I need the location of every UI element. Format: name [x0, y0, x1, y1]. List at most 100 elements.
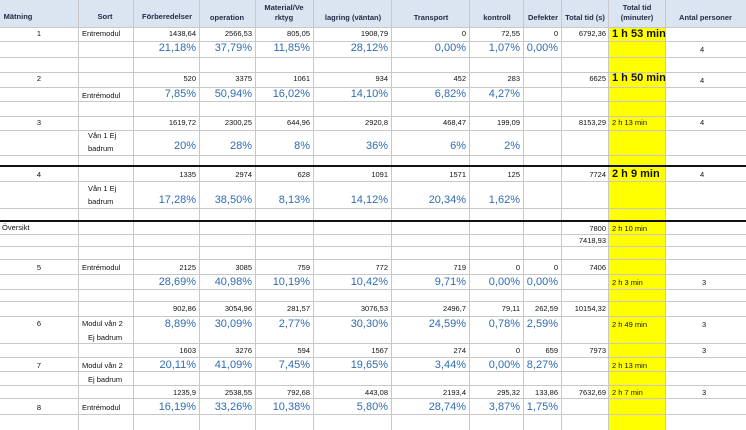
- oversikt-tot2[interactable]: 7418,93: [578, 236, 606, 245]
- row4-sort-2[interactable]: badrum: [88, 197, 114, 206]
- header-sort[interactable]: Sort: [80, 13, 130, 21]
- row2-p-lag[interactable]: 14,10%: [350, 88, 388, 100]
- row1-tot[interactable]: 6792,36: [578, 29, 606, 38]
- header-transport[interactable]: Transport: [392, 14, 470, 22]
- row6-p-trans[interactable]: 24,59%: [428, 318, 466, 330]
- row8-antal[interactable]: 3: [702, 388, 707, 397]
- row6-sort-2[interactable]: Ej badrum: [88, 333, 123, 342]
- row1-oper[interactable]: 2566,53: [224, 29, 252, 38]
- row6-p-forb[interactable]: 8,89%: [164, 318, 196, 330]
- row6-forb[interactable]: 902,86: [173, 304, 196, 313]
- header-kontroll[interactable]: kontroll: [470, 14, 524, 22]
- row5-p-forb[interactable]: 28,69%: [158, 276, 196, 288]
- row5-oper[interactable]: 3085: [235, 263, 252, 272]
- row7-p-mat[interactable]: 7,45%: [278, 359, 310, 371]
- row8-lag[interactable]: 443,08: [365, 388, 388, 397]
- row8-mat[interactable]: 792,68: [287, 388, 310, 397]
- row8-oper[interactable]: 2538,55: [224, 388, 252, 397]
- row7-sort-1[interactable]: Modul vån 2: [82, 361, 123, 370]
- row2-oper[interactable]: 3375: [235, 74, 252, 83]
- row2-forb[interactable]: 520: [183, 74, 196, 83]
- row4-trans[interactable]: 1571: [449, 170, 466, 179]
- row7-forb[interactable]: 1603: [179, 346, 196, 355]
- oversikt-min[interactable]: 2 h 10 min: [612, 224, 648, 233]
- row5-trans[interactable]: 719: [453, 263, 466, 272]
- row6-min[interactable]: 2 h 49 min: [612, 320, 648, 329]
- row1-antal[interactable]: 4: [700, 45, 705, 54]
- row1-id[interactable]: 1: [36, 29, 42, 38]
- row3-antal[interactable]: 4: [700, 118, 705, 127]
- row2-id[interactable]: 2: [36, 74, 42, 83]
- row2-p-kontr[interactable]: 4,27%: [488, 88, 520, 100]
- row5-p-oper[interactable]: 40,98%: [214, 276, 252, 288]
- row7-sort-2[interactable]: Ej badrum: [88, 375, 123, 384]
- row1-kontr[interactable]: 72,55: [501, 29, 520, 38]
- row1-p-def[interactable]: 0,00%: [526, 42, 558, 54]
- header-matning[interactable]: Mätning: [0, 13, 36, 21]
- row1-p-forb[interactable]: 21,18%: [158, 42, 196, 54]
- row4-p-mat[interactable]: 8,13%: [278, 194, 310, 206]
- row4-p-forb[interactable]: 17,28%: [158, 194, 196, 206]
- row1-p-lag[interactable]: 28,12%: [350, 42, 388, 54]
- row7-p-kontr[interactable]: 0,00%: [488, 359, 520, 371]
- row7-p-forb[interactable]: 20,11%: [159, 359, 197, 371]
- row4-forb[interactable]: 1335: [179, 170, 196, 179]
- row2-sort[interactable]: Entrémodul: [82, 91, 121, 100]
- row4-p-kontr[interactable]: 1,62%: [488, 194, 520, 206]
- row3-p-lag[interactable]: 36%: [365, 140, 388, 152]
- row7-p-oper[interactable]: 41,09%: [214, 359, 252, 371]
- row6-tot[interactable]: 10154,32: [574, 304, 606, 313]
- row3-lag[interactable]: 2920,8: [365, 118, 388, 127]
- row7-def[interactable]: 659: [545, 346, 558, 355]
- row2-lag[interactable]: 934: [375, 74, 388, 83]
- row3-p-kontr[interactable]: 2%: [504, 140, 520, 152]
- row7-kontr[interactable]: 0: [515, 346, 520, 355]
- row6-p-lag[interactable]: 30,30%: [350, 318, 388, 330]
- row8-trans[interactable]: 2193,4: [443, 388, 466, 397]
- row3-p-oper[interactable]: 28%: [229, 140, 252, 152]
- row5-def[interactable]: 0: [553, 263, 558, 272]
- row3-id[interactable]: 3: [36, 118, 42, 127]
- row2-p-forb[interactable]: 7,85%: [164, 88, 196, 100]
- row7-p-def[interactable]: 8,27%: [526, 359, 558, 371]
- row3-tot[interactable]: 8153,29: [578, 118, 606, 127]
- row8-p-lag[interactable]: 5,80%: [356, 401, 388, 413]
- row4-sort-1[interactable]: Vån 1 Ej: [88, 184, 117, 193]
- row1-p-oper[interactable]: 37,79%: [214, 42, 252, 54]
- row7-trans[interactable]: 274: [453, 346, 466, 355]
- row4-p-lag[interactable]: 14,12%: [350, 194, 388, 206]
- row4-lag[interactable]: 1091: [371, 170, 388, 179]
- row8-sort[interactable]: Entrémodul: [82, 403, 121, 412]
- row4-tot[interactable]: 7724: [589, 170, 606, 179]
- oversikt-label[interactable]: Översikt: [2, 223, 30, 232]
- row4-kontr[interactable]: 125: [507, 170, 520, 179]
- header-forberedelser[interactable]: Förberedelser: [134, 13, 200, 21]
- row3-p-trans[interactable]: 6%: [450, 140, 466, 152]
- row6-oper[interactable]: 3054,96: [224, 304, 252, 313]
- row8-def[interactable]: 133,86: [535, 388, 558, 397]
- row8-p-trans[interactable]: 28,74%: [428, 401, 466, 413]
- row5-mat[interactable]: 759: [297, 263, 310, 272]
- row7-p-trans[interactable]: 3,44%: [434, 359, 466, 371]
- row2-antal[interactable]: 4: [700, 76, 705, 85]
- row4-p-oper[interactable]: 38,50%: [214, 194, 252, 206]
- row6-p-def[interactable]: 2,59%: [526, 318, 558, 330]
- row2-kontr[interactable]: 283: [507, 74, 520, 83]
- row4-mat[interactable]: 628: [297, 170, 310, 179]
- row8-p-forb[interactable]: 16,19%: [158, 401, 196, 413]
- row5-kontr[interactable]: 0: [515, 263, 520, 272]
- row4-p-trans[interactable]: 20,34%: [428, 194, 466, 206]
- row2-mat[interactable]: 1061: [293, 74, 310, 83]
- header-total-s[interactable]: Total tid (s): [560, 14, 610, 22]
- row8-id[interactable]: 8: [36, 403, 42, 412]
- row6-kontr[interactable]: 79,11: [501, 304, 520, 313]
- row6-p-mat[interactable]: 2,77%: [278, 318, 310, 330]
- row7-lag[interactable]: 1567: [371, 346, 388, 355]
- row2-trans[interactable]: 452: [453, 74, 466, 83]
- row6-id[interactable]: 6: [36, 319, 42, 328]
- row4-oper[interactable]: 2974: [235, 170, 252, 179]
- row7-min[interactable]: 2 h 13 min: [612, 361, 648, 370]
- row8-min[interactable]: 2 h 7 min: [612, 388, 643, 397]
- row2-p-mat[interactable]: 16,02%: [272, 88, 310, 100]
- row5-min[interactable]: 2 h 3 min: [612, 278, 643, 287]
